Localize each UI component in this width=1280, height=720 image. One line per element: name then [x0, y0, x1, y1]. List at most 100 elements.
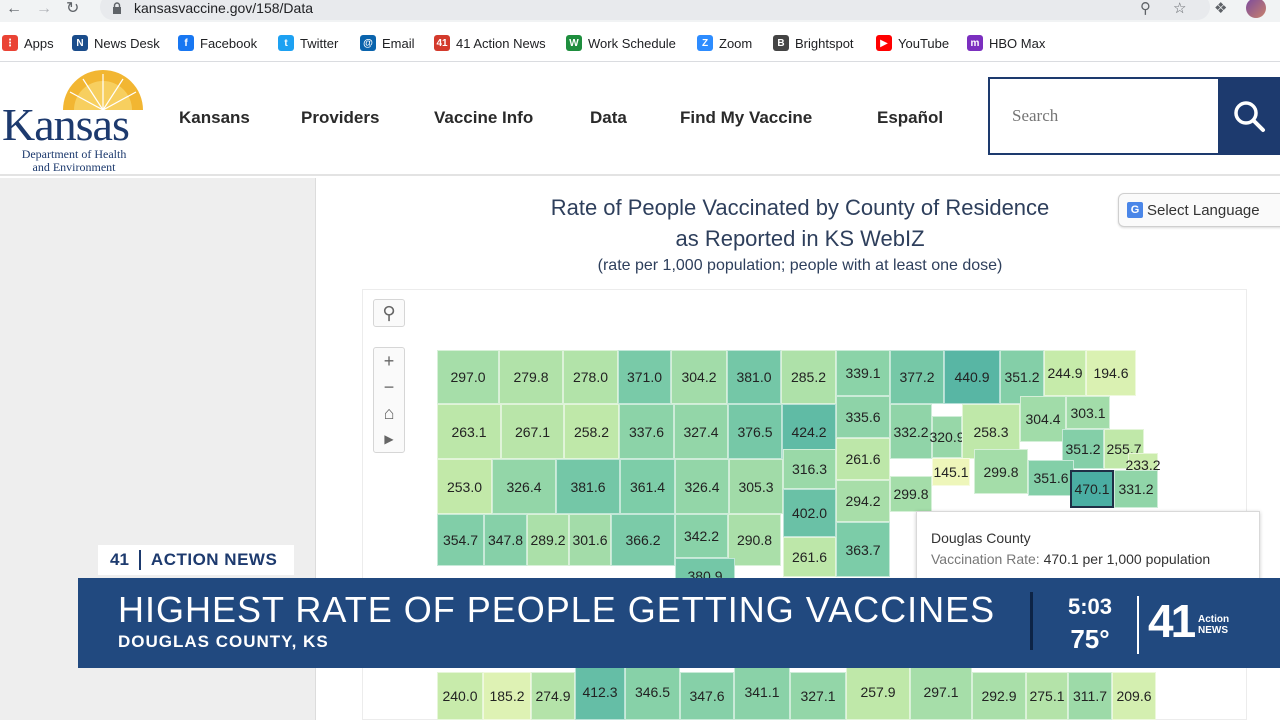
county-cell[interactable]: 377.2 — [890, 350, 944, 404]
county-cell[interactable]: 299.8 — [890, 476, 932, 512]
bookmark-hbo-max[interactable]: m HBO Max — [967, 34, 1045, 52]
county-cell[interactable]: 297.1 — [910, 664, 972, 720]
county-cell[interactable]: 305.3 — [729, 459, 783, 514]
back-icon[interactable]: ← — [6, 0, 22, 17]
county-cell[interactable]: 363.7 — [836, 522, 890, 577]
county-cell[interactable]: 263.1 — [437, 404, 501, 459]
county-cell[interactable]: 209.6 — [1112, 672, 1156, 720]
zoom-magnifier-icon[interactable]: ⚲ — [1140, 0, 1151, 17]
home-icon[interactable]: ⌂ — [383, 402, 395, 423]
nav-providers[interactable]: Providers — [301, 108, 380, 127]
nav-find-my-vaccine[interactable]: Find My Vaccine — [680, 108, 813, 127]
extensions-icon[interactable]: ❖ — [1214, 0, 1228, 17]
bookmark-email[interactable]: @ Email — [360, 34, 415, 52]
county-cell[interactable]: 342.2 — [675, 514, 728, 558]
county-cell[interactable]: 335.6 — [836, 396, 890, 438]
county-cell[interactable]: 371.0 — [618, 350, 671, 404]
county-cell[interactable]: 381.6 — [556, 459, 620, 514]
county-cell[interactable]: 440.9 — [944, 350, 1000, 404]
county-cell[interactable]: 301.6 — [569, 514, 611, 566]
county-cell[interactable]: 351.2 — [1062, 429, 1104, 469]
county-cell[interactable]: 289.2 — [527, 514, 569, 566]
county-cell[interactable]: 303.1 — [1066, 396, 1110, 429]
reload-icon[interactable]: ↻ — [66, 0, 80, 17]
bookmark-star-icon[interactable]: ☆ — [1173, 0, 1187, 17]
forward-icon[interactable]: → — [36, 0, 52, 17]
county-cell[interactable]: 351.2 — [1000, 350, 1044, 404]
county-cell[interactable]: 304.2 — [671, 350, 727, 404]
county-cell[interactable]: 354.7 — [437, 514, 484, 566]
county-cell[interactable]: 274.9 — [531, 672, 575, 720]
county-cell[interactable]: 294.2 — [836, 480, 890, 522]
bookmark-zoom[interactable]: Z Zoom — [697, 34, 752, 52]
county-cell[interactable]: 297.0 — [437, 350, 499, 404]
zoom-out-icon[interactable]: − — [383, 376, 395, 397]
county-cell[interactable]: 347.6 — [680, 672, 734, 720]
bookmark-brightspot[interactable]: B Brightspot — [773, 34, 854, 52]
county-cell[interactable]: 341.1 — [734, 664, 790, 720]
nav-vaccine-info[interactable]: Vaccine Info — [434, 108, 534, 127]
county-cell[interactable]: 327.1 — [790, 672, 846, 720]
pan-play-icon[interactable]: ▶ — [384, 432, 394, 446]
map-search-icon[interactable]: ⚲ — [382, 302, 396, 323]
bookmark-youtube[interactable]: ▶ YouTube — [876, 34, 949, 52]
county-cell[interactable]: 332.2 — [890, 404, 932, 459]
county-cell[interactable]: 347.8 — [484, 514, 527, 566]
bookmark-news-desk[interactable]: N News Desk — [72, 34, 160, 52]
county-cell[interactable]: 402.0 — [783, 489, 836, 537]
county-cell[interactable]: 145.1 — [932, 458, 970, 486]
county-cell[interactable]: 320.9 — [929, 416, 965, 458]
county-cell[interactable]: 244.9 — [1044, 350, 1086, 396]
url-text[interactable]: kansasvaccine.gov/158/Data — [134, 0, 313, 16]
county-cell[interactable]: 470.1 — [1070, 470, 1114, 508]
county-cell[interactable]: 261.6 — [783, 537, 836, 577]
county-cell[interactable]: 412.3 — [575, 664, 625, 720]
county-cell[interactable]: 304.4 — [1020, 396, 1066, 442]
county-cell[interactable]: 311.7 — [1068, 672, 1112, 720]
nav-kansans[interactable]: Kansans — [179, 108, 250, 127]
zoom-in-icon[interactable]: + — [383, 350, 395, 371]
county-cell[interactable]: 240.0 — [437, 672, 483, 720]
bookmark-apps[interactable]: ⋮ Apps — [2, 34, 54, 52]
kdhe-logo[interactable]: Kansas Department of Health and Environm… — [0, 70, 150, 174]
county-cell[interactable]: 275.1 — [1026, 672, 1068, 720]
profile-avatar[interactable] — [1246, 0, 1266, 18]
county-cell[interactable]: 278.0 — [563, 350, 618, 404]
search-button[interactable] — [1218, 77, 1280, 155]
bookmark-facebook[interactable]: f Facebook — [178, 34, 257, 52]
county-cell[interactable]: 376.5 — [728, 404, 782, 459]
county-cell[interactable]: 194.6 — [1086, 350, 1136, 396]
search-input[interactable] — [990, 79, 1218, 153]
county-cell[interactable]: 326.4 — [675, 459, 729, 514]
county-cell[interactable]: 316.3 — [783, 449, 836, 489]
county-cell[interactable]: 346.5 — [625, 664, 680, 720]
county-cell[interactable]: 279.8 — [499, 350, 563, 404]
county-cell[interactable]: 361.4 — [620, 459, 675, 514]
county-cell[interactable]: 258.2 — [564, 404, 619, 459]
county-cell[interactable]: 253.0 — [437, 459, 492, 514]
select-language-button[interactable]: G Select Language — [1118, 193, 1280, 227]
county-cell[interactable]: 290.8 — [728, 514, 781, 566]
county-cell[interactable]: 285.2 — [781, 350, 836, 404]
county-cell[interactable]: 351.6 — [1028, 460, 1074, 496]
county-cell[interactable]: 257.9 — [846, 664, 910, 720]
county-cell[interactable]: 326.4 — [492, 459, 556, 514]
county-cell[interactable]: 261.6 — [836, 438, 890, 480]
address-bar[interactable] — [100, 0, 1210, 20]
bookmark-work-schedule[interactable]: W Work Schedule — [566, 34, 676, 52]
county-cell[interactable]: 292.9 — [972, 672, 1026, 720]
bookmark-twitter[interactable]: t Twitter — [278, 34, 338, 52]
county-cell[interactable]: 366.2 — [611, 514, 675, 566]
bookmark-41-action-news[interactable]: 41 41 Action News — [434, 34, 546, 52]
county-cell[interactable]: 299.8 — [974, 449, 1028, 494]
county-cell[interactable]: 327.4 — [674, 404, 728, 459]
nav-espanol[interactable]: Español — [877, 108, 944, 127]
map-search-tool[interactable]: ⚲ — [373, 299, 405, 327]
nav-data[interactable]: Data — [590, 108, 627, 127]
county-cell[interactable]: 267.1 — [501, 404, 564, 459]
county-cell[interactable]: 381.0 — [727, 350, 781, 404]
county-cell[interactable]: 331.2 — [1114, 470, 1158, 508]
county-cell[interactable]: 337.6 — [619, 404, 674, 459]
county-cell[interactable]: 339.1 — [836, 350, 890, 396]
county-cell[interactable]: 185.2 — [483, 672, 531, 720]
